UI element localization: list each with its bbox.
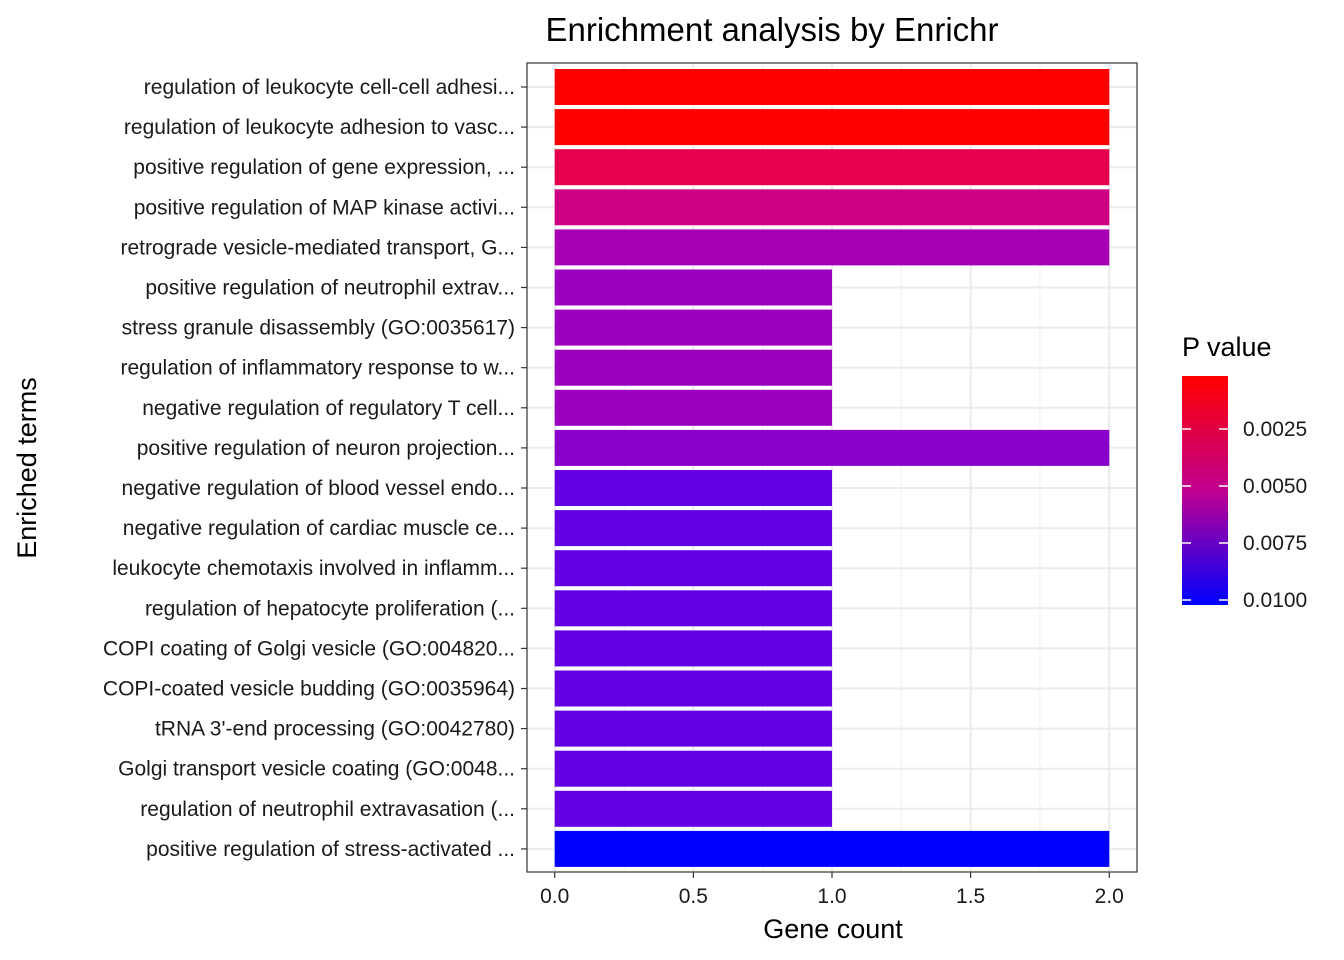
y-tick-label: positive regulation of MAP kinase activi… bbox=[134, 196, 515, 219]
y-tick-label: positive regulation of neutrophil extrav… bbox=[145, 277, 515, 300]
y-tick-label: stress granule disassembly (GO:0035617) bbox=[122, 317, 515, 340]
bar bbox=[554, 630, 832, 667]
y-axis: regulation of leukocyte cell-cell adhesi… bbox=[103, 76, 527, 861]
y-tick-label: regulation of neutrophil extravasation (… bbox=[140, 798, 515, 821]
legend-label: 0.0075 bbox=[1243, 532, 1307, 555]
y-tick-label: positive regulation of neuron projection… bbox=[137, 437, 515, 460]
plot-area bbox=[526, 62, 1138, 873]
bar bbox=[554, 389, 832, 426]
y-tick-label: tRNA 3'-end processing (GO:0042780) bbox=[155, 718, 515, 741]
legend-ticks: 0.0025 0.0050 0.0075 0.0100 bbox=[1182, 418, 1307, 612]
y-tick-label: negative regulation of regulatory T cell… bbox=[142, 397, 515, 420]
y-tick-label: negative regulation of cardiac muscle ce… bbox=[123, 517, 515, 540]
y-tick-label: COPI coating of Golgi vesicle (GO:004820… bbox=[103, 637, 515, 660]
legend-title: P value bbox=[1182, 332, 1272, 362]
y-tick-label: negative regulation of blood vessel endo… bbox=[122, 477, 515, 500]
bar bbox=[554, 69, 1110, 105]
bar bbox=[554, 790, 832, 827]
x-tick-label: 0.5 bbox=[679, 885, 708, 908]
y-tick-label: regulation of inflammatory response to w… bbox=[120, 357, 515, 380]
bar bbox=[554, 710, 832, 747]
bar bbox=[554, 229, 1110, 266]
y-tick-label: positive regulation of gene expression, … bbox=[133, 156, 515, 179]
legend-label: 0.0050 bbox=[1243, 475, 1307, 498]
bar bbox=[554, 349, 832, 386]
bar bbox=[554, 189, 1110, 226]
x-tick-label: 2.0 bbox=[1095, 885, 1124, 908]
x-tick-label: 1.5 bbox=[956, 885, 985, 908]
y-tick-label: regulation of leukocyte cell-cell adhesi… bbox=[144, 76, 515, 99]
chart-title: Enrichment analysis by Enrichr bbox=[545, 11, 998, 48]
y-tick-label: regulation of leukocyte adhesion to vasc… bbox=[124, 116, 515, 139]
legend: P value 0.0025 0.0050 0.0075 0.0100 bbox=[1182, 332, 1307, 612]
bar bbox=[554, 550, 832, 587]
x-tick-label: 0.0 bbox=[540, 885, 569, 908]
y-tick-label: positive regulation of stress-activated … bbox=[146, 838, 515, 861]
legend-label: 0.0025 bbox=[1243, 418, 1307, 441]
bar bbox=[554, 750, 832, 787]
bars bbox=[554, 69, 1110, 867]
x-tick-label: 1.0 bbox=[817, 885, 846, 908]
y-tick-label: leukocyte chemotaxis involved in inflamm… bbox=[112, 557, 515, 580]
bar bbox=[554, 429, 1110, 466]
legend-colorbar bbox=[1182, 376, 1228, 605]
bar bbox=[554, 269, 832, 306]
bar bbox=[554, 109, 1110, 146]
y-tick-label: regulation of hepatocyte proliferation (… bbox=[145, 597, 515, 620]
y-tick-label: retrograde vesicle-mediated transport, G… bbox=[120, 236, 515, 259]
bar bbox=[554, 590, 832, 627]
bar bbox=[554, 149, 1110, 186]
bar bbox=[554, 309, 832, 346]
y-tick-label: Golgi transport vesicle coating (GO:0048… bbox=[118, 758, 515, 781]
x-axis: 0.0 0.5 1.0 1.5 2.0 bbox=[540, 872, 1124, 908]
y-tick-label: COPI-coated vesicle budding (GO:0035964) bbox=[103, 678, 515, 701]
bar bbox=[554, 830, 1110, 867]
y-axis-title: Enriched terms bbox=[12, 377, 42, 559]
bar bbox=[554, 470, 832, 506]
bar bbox=[554, 670, 832, 707]
bar bbox=[554, 510, 832, 547]
legend-label: 0.0100 bbox=[1243, 589, 1307, 612]
x-axis-title: Gene count bbox=[763, 914, 903, 944]
